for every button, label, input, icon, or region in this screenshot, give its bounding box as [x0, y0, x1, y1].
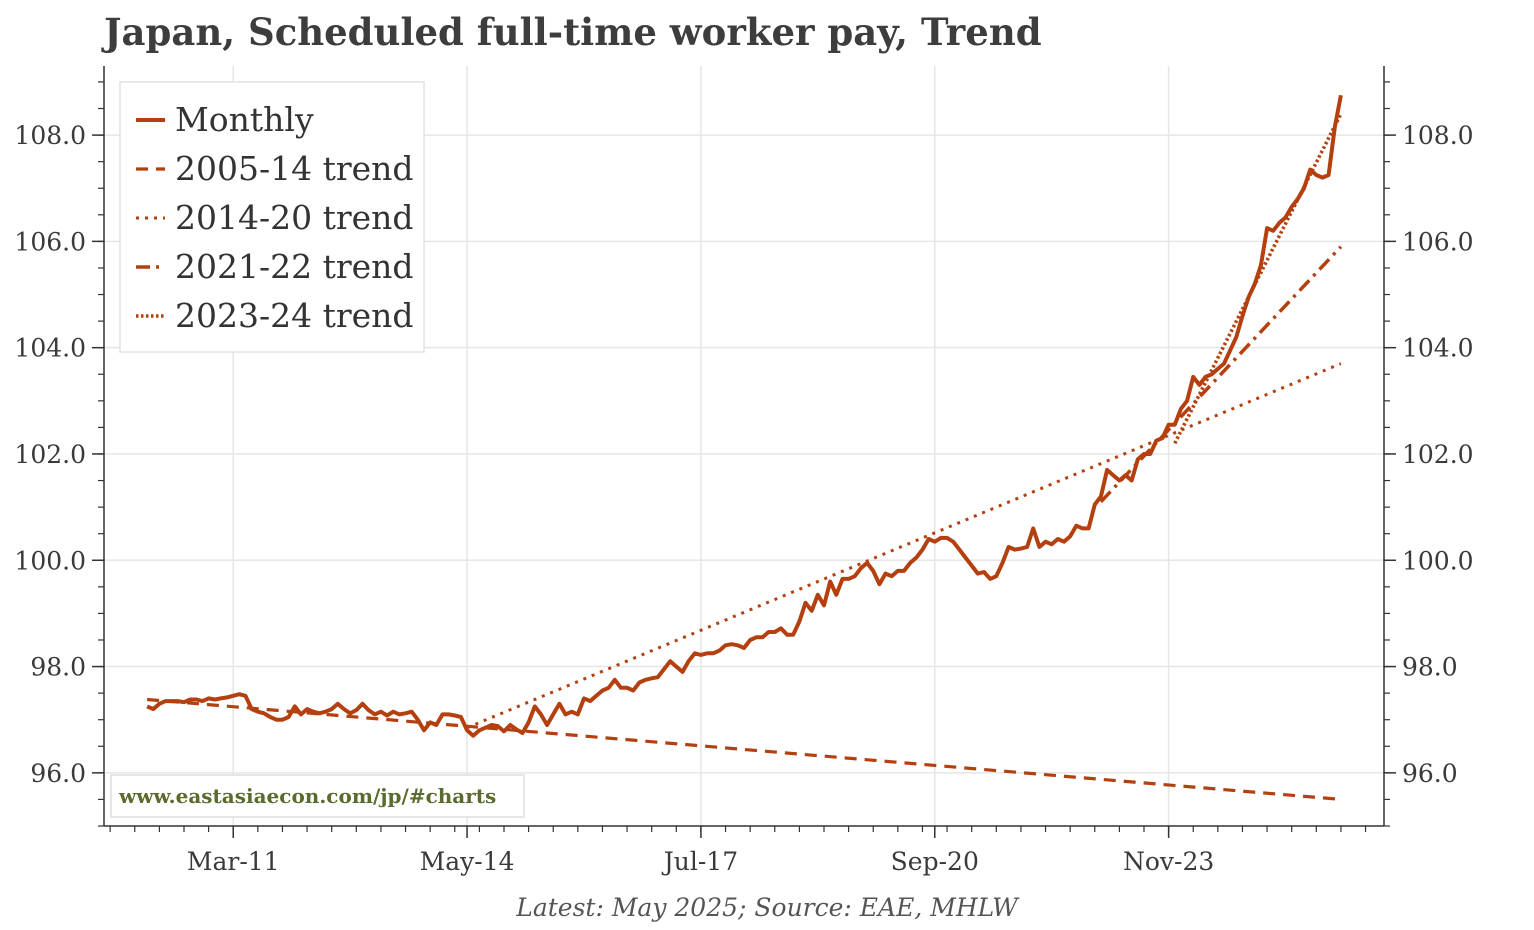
series-group — [146, 94, 1343, 801]
y-tick-label-right: 104.0 — [1402, 334, 1474, 363]
y-tick-label-left: 98.0 — [30, 653, 86, 682]
y-tick-label-left: 104.0 — [14, 334, 86, 363]
legend: Monthly 2005-14 trend 2014-20 trend 2021-22… — [119, 81, 425, 353]
legend-label: Monthly — [175, 100, 314, 139]
y-tick-label-right: 108.0 — [1402, 121, 1474, 150]
y-tick-label-left: 108.0 — [14, 121, 86, 150]
source-box: www.eastasiaecon.com/jp/#charts — [110, 774, 525, 818]
x-tick-label: Jul-17 — [661, 847, 738, 876]
y-tick-label-right: 106.0 — [1402, 227, 1474, 256]
x-tick-label: Sep-20 — [891, 847, 979, 876]
y-tick-label-left: 100.0 — [14, 546, 86, 575]
y-tick-label-left: 106.0 — [14, 227, 86, 256]
x-tick-label: Nov-23 — [1123, 847, 1214, 876]
y-tick-label-right: 96.0 — [1402, 759, 1458, 788]
chart-caption: Latest: May 2025; Source: EAE, MHLW — [516, 893, 1018, 922]
legend-label: 2021-22 trend — [175, 247, 414, 286]
y-tick-label-right: 100.0 — [1402, 546, 1474, 575]
axes: 96.0 96.0 98.0 98.0 100.0 100.0 102.0 102.0 104.… — [14, 66, 1474, 876]
y-tick-label-right: 98.0 — [1402, 653, 1458, 682]
series-line-3 — [466, 362, 1342, 730]
source-link[interactable]: www.eastasiaecon.com/jp/#charts — [118, 784, 496, 808]
legend-label: 2014-20 trend — [175, 198, 414, 237]
y-tick-label-left: 96.0 — [30, 759, 86, 788]
x-tick-label: Mar-11 — [187, 847, 280, 876]
y-tick-label-right: 102.0 — [1402, 440, 1474, 469]
series-line-4 — [1099, 245, 1343, 503]
chart-title: Japan, Scheduled full-time worker pay, T… — [104, 10, 1042, 54]
legend-label: 2023-24 trend — [175, 296, 414, 335]
x-tick-label: May-14 — [420, 847, 515, 876]
legend-box — [119, 81, 425, 353]
y-tick-label-left: 102.0 — [14, 440, 86, 469]
series-line-5 — [1173, 112, 1343, 445]
legend-label: 2005-14 trend — [175, 149, 414, 188]
